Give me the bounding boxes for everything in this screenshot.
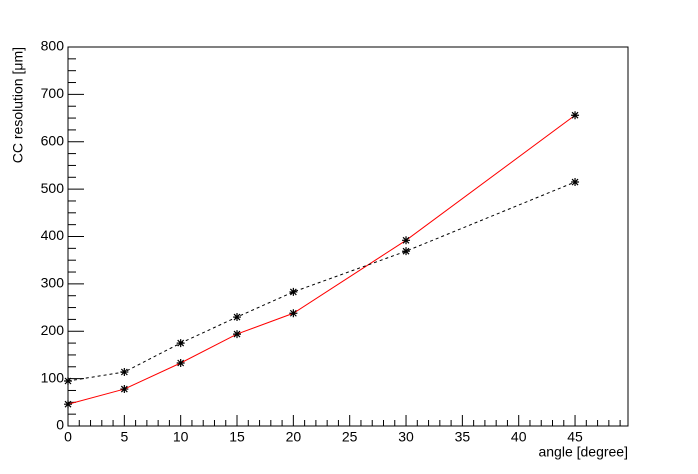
data-point [176,358,185,367]
plot-frame [67,46,629,427]
y-axis-title: CC resolution [μm] [10,47,26,163]
x-tick-label: 30 [398,429,414,445]
y-tick-label: 400 [41,227,65,243]
data-point [402,247,411,256]
y-tick-label: 200 [41,322,65,338]
data-point [64,376,72,385]
y-tick-label: 600 [41,132,65,148]
y-tick-label: 0 [56,417,64,433]
data-point [233,330,242,339]
data-point [233,313,242,322]
x-tick-label: 20 [286,429,302,445]
data-point [120,367,129,376]
data-point [571,111,580,120]
x-tick-label: 40 [511,429,527,445]
y-tick-label: 300 [41,275,65,291]
x-tick-label: 25 [342,429,358,445]
series-line [67,181,576,382]
x-tick-label: 15 [229,429,245,445]
x-tick-label: 10 [173,429,189,445]
x-tick-label: 5 [120,429,128,445]
data-point [402,236,411,245]
x-tick-label: 0 [64,429,72,445]
y-tick-label: 500 [41,180,65,196]
data-point [176,339,185,348]
y-tick-label: 800 [41,38,65,54]
y-tick-label: 700 [41,85,65,101]
data-point [64,400,72,409]
x-axis-title: angle [degree] [538,444,628,460]
data-point [289,287,298,296]
data-point [120,385,129,394]
x-tick-label: 35 [455,429,471,445]
data-point [571,178,580,187]
data-point [289,309,298,318]
series-line [67,114,576,405]
y-tick-label: 100 [41,369,65,385]
x-tick-label: 45 [567,429,583,445]
